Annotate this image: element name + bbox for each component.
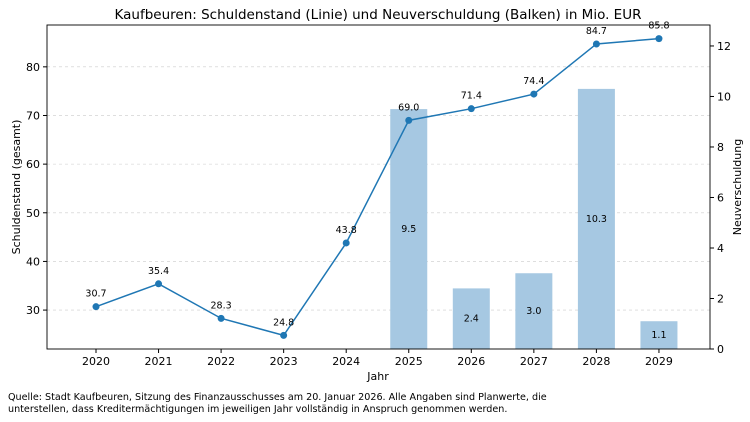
x-tick-label: 2025: [395, 355, 423, 368]
x-tick-label: 2029: [645, 355, 673, 368]
debt-line: [95, 37, 660, 337]
line-label: 35.4: [148, 266, 169, 277]
y-right-tick-label: 10: [717, 90, 731, 103]
line-point: [155, 280, 163, 288]
line-point: [342, 239, 350, 247]
line-label: 43.8: [336, 225, 357, 236]
bar-label: 10.3: [586, 214, 607, 225]
bar-label: 1.1: [651, 330, 666, 341]
line-label: 85.8: [648, 21, 669, 32]
y-right-tick-label: 0: [717, 343, 724, 356]
bar: [577, 88, 615, 350]
bar: [515, 273, 553, 349]
y-right-tick-label: 4: [717, 242, 724, 255]
x-tick-label: 2022: [207, 355, 235, 368]
x-tick-label: 2023: [270, 355, 298, 368]
line-point: [405, 116, 413, 124]
y-axis-right-label: Neuverschuldung: [731, 139, 744, 235]
line-point: [592, 40, 600, 48]
chart: Kaufbeuren: Schuldenstand (Linie) und Ne…: [10, 7, 744, 383]
y-right-tick-label: 8: [717, 141, 724, 154]
bar: [390, 109, 428, 349]
line-point: [530, 90, 538, 98]
line-label: 84.7: [586, 26, 607, 37]
line-point: [467, 105, 475, 113]
line-point: [655, 35, 663, 43]
bar-label: 3.0: [526, 306, 541, 317]
line-point: [280, 331, 288, 339]
x-axis-label: Jahr: [366, 370, 389, 383]
line-point: [217, 314, 225, 322]
line-label: 28.3: [211, 300, 232, 311]
x-tick-label: 2027: [520, 355, 548, 368]
y-left-tick-label: 30: [26, 304, 40, 317]
y-axis-left-label: Schuldenstand (gesamt): [10, 120, 23, 255]
plot-frame: [46, 24, 711, 350]
y-left-tick-label: 80: [26, 61, 40, 74]
line-point: [92, 303, 100, 311]
line-label: 71.4: [461, 91, 482, 102]
y-right-tick-label: 2: [717, 292, 724, 305]
x-tick-label: 2021: [145, 355, 173, 368]
bar-label: 9.5: [401, 224, 416, 235]
line-label: 69.0: [398, 102, 419, 113]
x-tick-label: 2020: [82, 355, 110, 368]
line-label: 24.8: [273, 317, 294, 328]
y-left-tick-label: 70: [26, 109, 40, 122]
x-tick-label: 2028: [582, 355, 610, 368]
y-left-tick-label: 40: [26, 255, 40, 268]
source-footnote: Quelle: Stadt Kaufbeuren, Sitzung des Fi…: [8, 392, 547, 415]
x-tick-label: 2026: [457, 355, 485, 368]
y-right-tick-label: 12: [717, 40, 731, 53]
line-label: 30.7: [85, 289, 106, 300]
bar-label: 2.4: [464, 314, 479, 325]
line-label: 74.4: [523, 76, 544, 87]
y-right-tick-label: 6: [717, 191, 724, 204]
bar: [640, 321, 678, 349]
chart-title: Kaufbeuren: Schuldenstand (Linie) und Ne…: [115, 7, 642, 23]
x-tick-label: 2024: [332, 355, 360, 368]
y-left-tick-label: 50: [26, 207, 40, 220]
bar: [452, 288, 490, 349]
y-left-tick-label: 60: [26, 158, 40, 171]
